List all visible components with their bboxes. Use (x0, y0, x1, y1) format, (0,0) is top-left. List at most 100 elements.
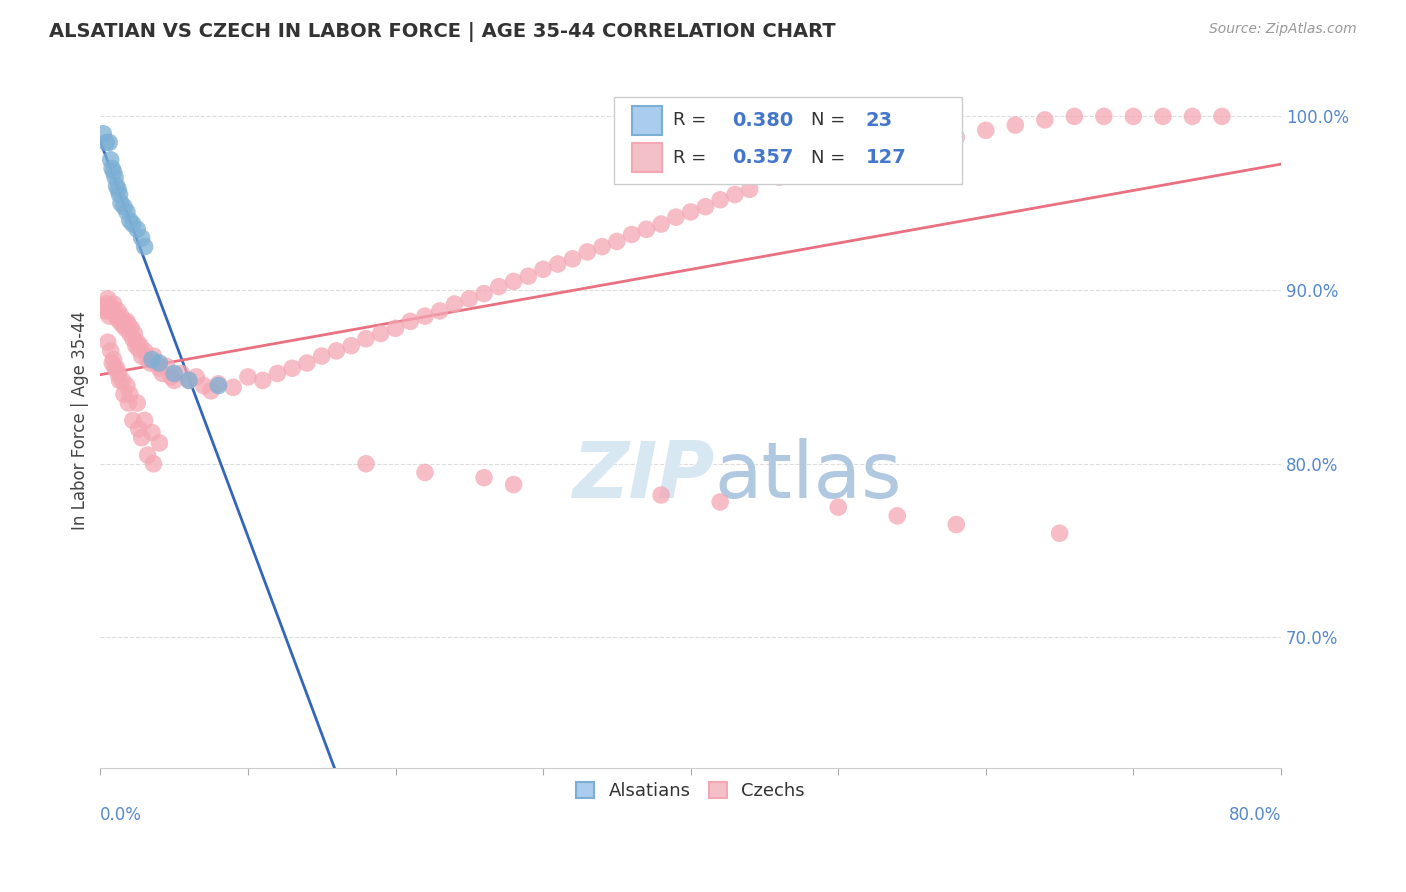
Point (517, 269, 540, 284)
Point (281, 361, 304, 376)
Point (156, 359, 179, 374)
Point (160, 370, 183, 384)
Point (974, 123, 997, 137)
Point (101, 161, 124, 176)
Point (141, 352, 163, 367)
Point (131, 231, 153, 245)
Point (384, 321, 406, 335)
Point (576, 244, 599, 259)
Point (96, 297, 118, 311)
Point (1033, 112, 1056, 127)
Point (139, 356, 162, 370)
Point (127, 335, 149, 350)
Legend: Alsatians, Czechs: Alsatians, Czechs (569, 774, 813, 807)
Point (340, 339, 363, 353)
Point (107, 304, 129, 318)
Point (945, 517, 967, 532)
Text: R =: R = (673, 149, 711, 167)
Text: 0.0%: 0.0% (100, 805, 142, 824)
Point (650, 488, 672, 502)
Point (100, 343, 122, 358)
Point (131, 431, 153, 445)
Point (105, 361, 128, 376)
Point (252, 373, 274, 387)
Point (101, 301, 124, 315)
Point (488, 279, 510, 293)
Point (163, 367, 186, 381)
Point (127, 222, 149, 236)
Text: N =: N = (811, 112, 851, 129)
Point (886, 508, 908, 523)
Point (531, 262, 554, 277)
Point (1152, 109, 1174, 123)
Point (115, 205, 138, 219)
Point (104, 170, 127, 185)
Point (148, 361, 170, 376)
Point (399, 314, 422, 328)
Point (1181, 109, 1204, 123)
FancyBboxPatch shape (631, 105, 662, 135)
Point (325, 343, 347, 358)
Point (128, 422, 150, 436)
Point (472, 286, 495, 301)
Point (108, 373, 131, 387)
Point (163, 373, 186, 387)
Point (886, 141, 908, 155)
Point (222, 380, 245, 394)
Point (148, 356, 170, 370)
Point (115, 314, 138, 328)
Text: 0.357: 0.357 (733, 148, 793, 167)
Point (142, 457, 165, 471)
Point (118, 213, 141, 227)
Text: Source: ZipAtlas.com: Source: ZipAtlas.com (1209, 22, 1357, 37)
Point (193, 378, 215, 392)
Point (97, 335, 120, 350)
Point (112, 314, 135, 328)
Point (266, 367, 288, 381)
Point (118, 387, 141, 401)
Point (236, 370, 259, 384)
Point (100, 304, 122, 318)
Point (472, 470, 495, 484)
Point (620, 227, 643, 242)
Point (709, 495, 731, 509)
Point (650, 217, 672, 231)
Point (127, 396, 149, 410)
Point (1092, 109, 1115, 123)
Point (207, 378, 229, 392)
Point (134, 343, 156, 358)
Point (100, 153, 122, 167)
Point (724, 187, 747, 202)
Point (709, 193, 731, 207)
Point (94, 304, 117, 318)
Point (502, 274, 524, 288)
Point (177, 373, 200, 387)
Text: 80.0%: 80.0% (1229, 805, 1281, 824)
Text: atlas: atlas (714, 438, 901, 514)
Point (103, 297, 125, 311)
Point (148, 436, 170, 450)
Y-axis label: In Labor Force | Age 35-44: In Labor Force | Age 35-44 (72, 310, 89, 530)
Point (96, 136, 118, 150)
Text: 127: 127 (865, 148, 905, 167)
Point (311, 349, 333, 363)
Point (97, 292, 120, 306)
Point (295, 356, 318, 370)
Text: ALSATIAN VS CZECH IN LABOR FORCE | AGE 35-44 CORRELATION CHART: ALSATIAN VS CZECH IN LABOR FORCE | AGE 3… (49, 22, 835, 42)
Point (200, 384, 222, 398)
FancyBboxPatch shape (631, 143, 662, 172)
Point (170, 367, 193, 381)
Point (110, 196, 132, 211)
Point (636, 222, 658, 236)
Point (110, 309, 132, 323)
Point (1049, 526, 1071, 541)
Text: 0.380: 0.380 (733, 111, 793, 129)
Point (827, 500, 849, 515)
Point (915, 136, 938, 150)
Point (354, 457, 377, 471)
Point (117, 396, 139, 410)
Point (768, 170, 790, 185)
Point (103, 165, 125, 179)
Point (124, 326, 146, 341)
Point (112, 387, 135, 401)
